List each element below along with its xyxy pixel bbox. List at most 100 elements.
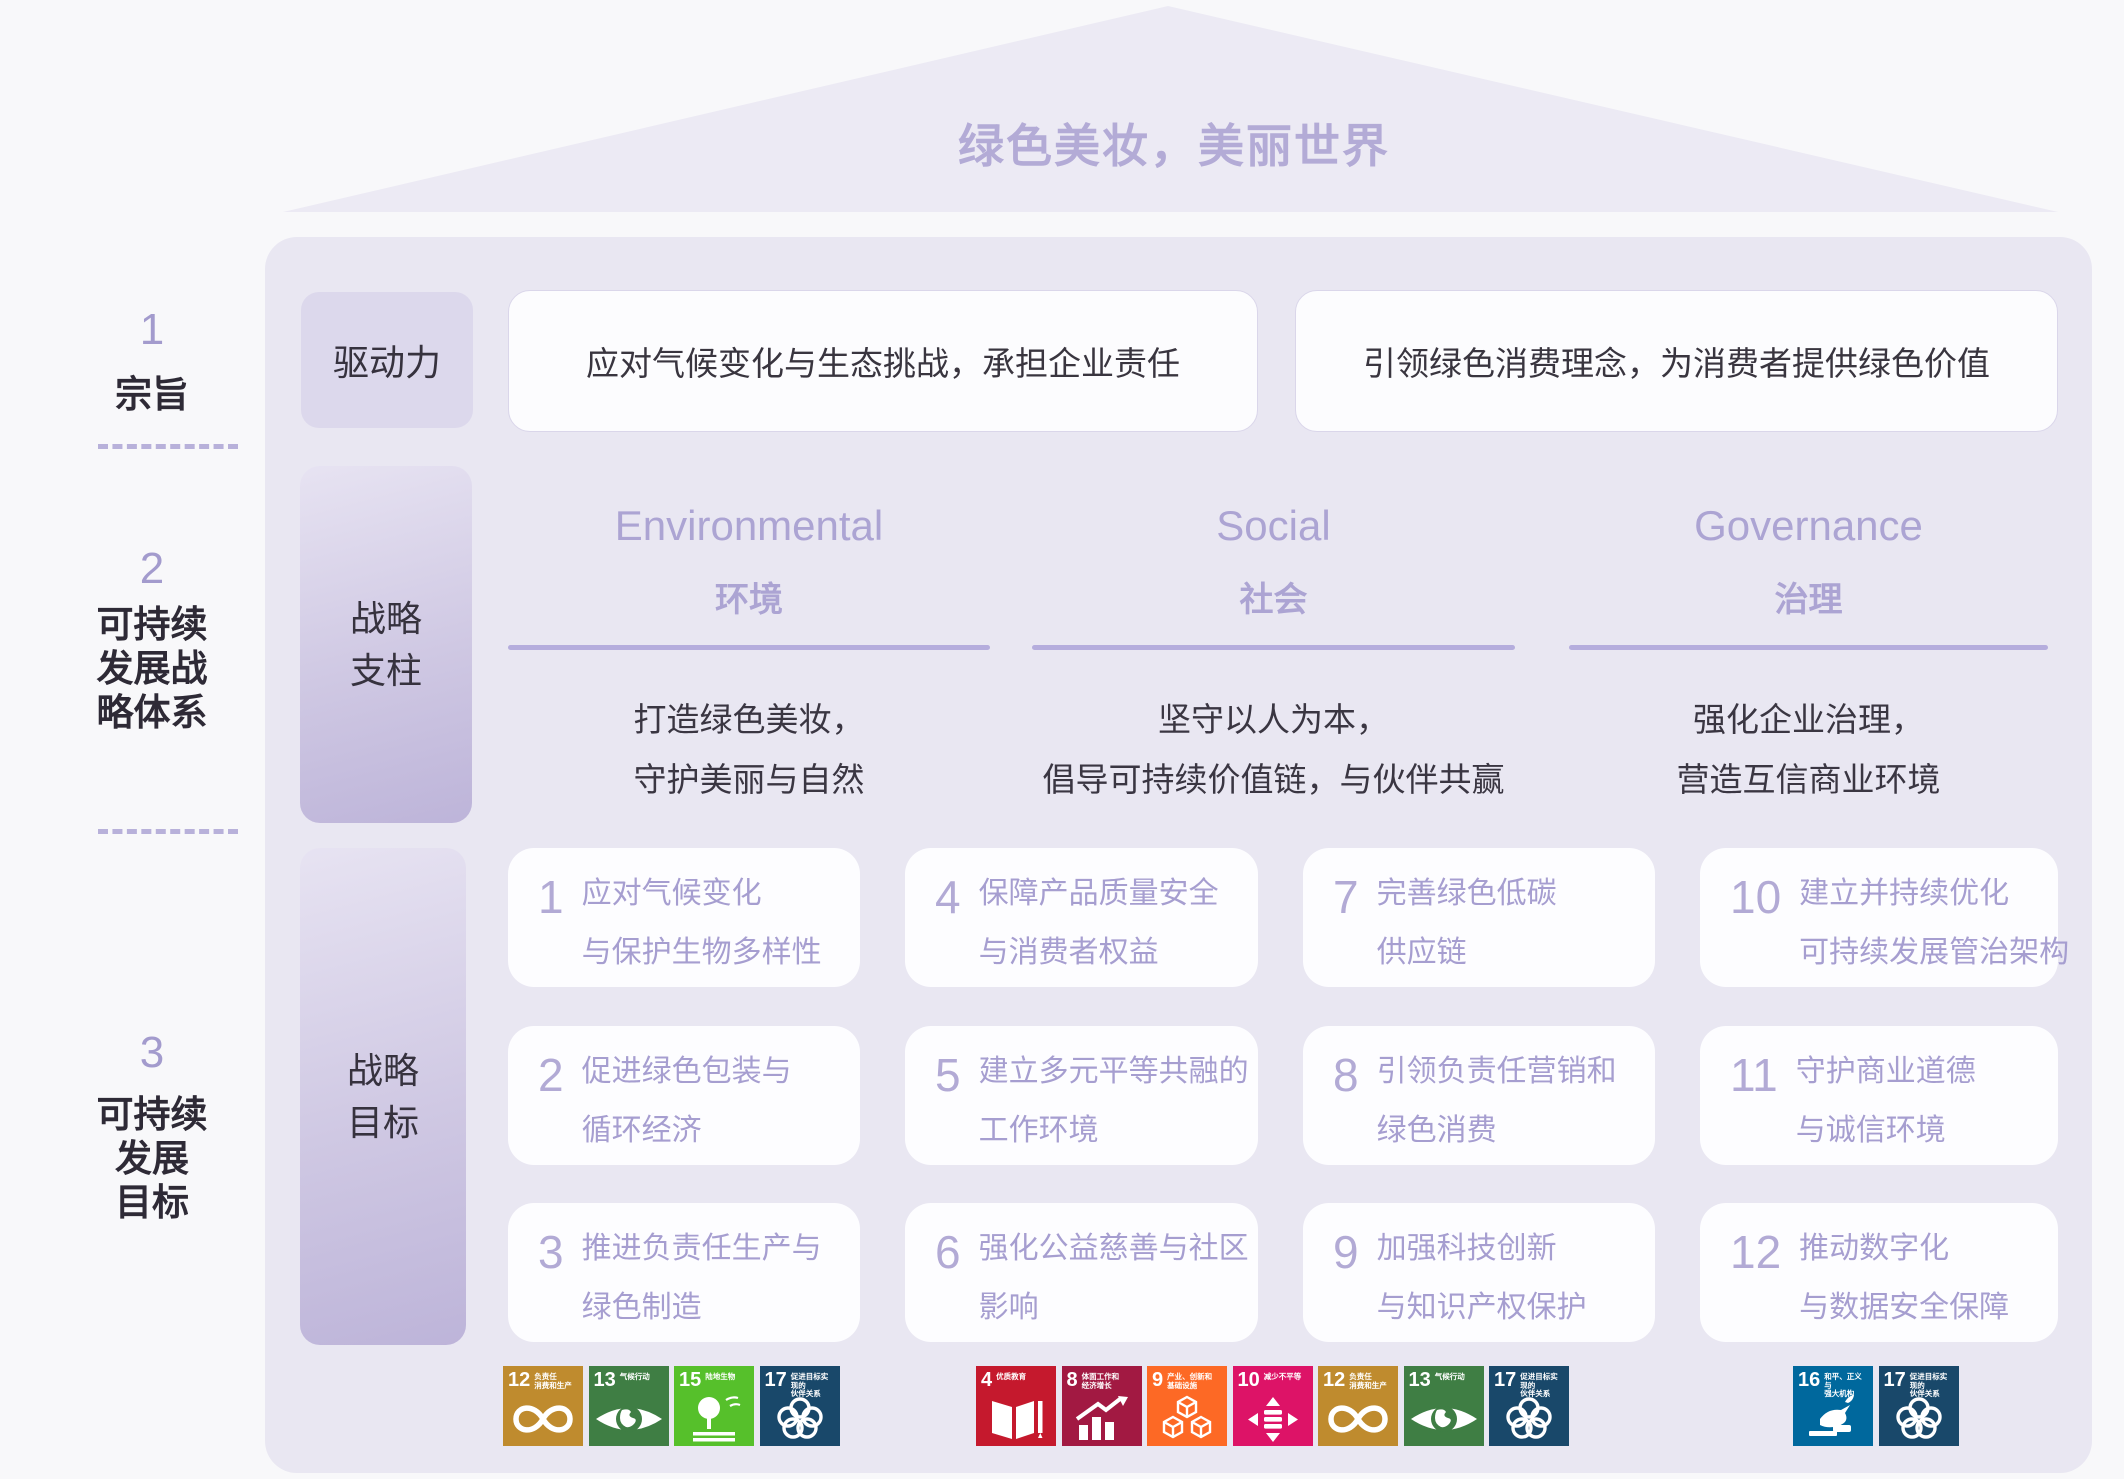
pillar-underline xyxy=(1032,645,1515,650)
sdg-number: 12 xyxy=(508,1369,531,1391)
main-panel: 驱动力 应对气候变化与生态挑战，承担企业责任 引领绿色消费理念，为消费者提供绿色… xyxy=(265,237,2092,1473)
goal-card-1: 1 应对气候变化 与保护生物多样性 xyxy=(508,848,860,987)
rail-label-purpose: 宗旨 xyxy=(115,374,189,415)
goals-label-box: 战略 目标 xyxy=(300,848,466,1345)
sdg-tile-9: 9 产业、创新和 基础设施 xyxy=(1147,1366,1227,1446)
goal-number: 11 xyxy=(1730,1048,1778,1101)
goal-number: 4 xyxy=(935,871,961,923)
driver-label-box: 驱动力 xyxy=(301,292,473,428)
goal-number: 6 xyxy=(935,1226,961,1278)
goal-number: 10 xyxy=(1730,871,1782,923)
cubes-icon xyxy=(1147,1395,1227,1443)
goal-number: 2 xyxy=(538,1048,564,1101)
goal-card-11: 11 守护商业道德 与诚信环境 xyxy=(1700,1025,2058,1165)
rail-number-1: 1 xyxy=(139,305,165,354)
sdg-label: 负责任 消费和生产 xyxy=(1349,1372,1387,1390)
book-icon xyxy=(976,1395,1056,1443)
sdg-label: 优质教育 xyxy=(996,1372,1027,1381)
sdg-number: 4 xyxy=(981,1369,993,1391)
pillar-underline xyxy=(1569,645,2048,650)
sdg-label: 促进目标实现的 伙伴关系 xyxy=(1909,1372,1948,1398)
sdg-tile-15: 15 陆地生物 xyxy=(674,1366,754,1446)
goal-number: 7 xyxy=(1333,871,1359,923)
goal-card-5: 5 建立多元平等共融的 工作环境 xyxy=(905,1025,1258,1165)
sdg-label: 陆地生物 xyxy=(705,1372,736,1381)
pillar-underline xyxy=(508,645,990,650)
rings-icon xyxy=(760,1395,840,1443)
goal-card-6: 6 强化公益慈善与社区 影响 xyxy=(905,1203,1258,1342)
pillar-description: 强化企业治理， 营造互信商业环境 xyxy=(1676,700,1941,798)
sdg-label: 负责任 消费和生产 xyxy=(534,1372,572,1390)
sdg-tile-4: 4 优质教育 xyxy=(976,1366,1056,1446)
sdg-number: 17 xyxy=(1494,1369,1517,1391)
goal-card-2: 2 促进绿色包装与 循环经济 xyxy=(508,1025,860,1165)
pillar-en-title: Environmental xyxy=(614,502,884,549)
goal-number: 3 xyxy=(538,1226,564,1278)
pillar-zh-title: 社会 xyxy=(1239,581,1308,619)
sdg-number: 13 xyxy=(593,1369,616,1391)
pillar-social: Social 社会 坚守以人为本， 倡导可持续价值链，与伙伴共赢 xyxy=(1032,466,1515,823)
sdg-label: 气候行动 xyxy=(1434,1372,1465,1381)
dove-gavel-icon xyxy=(1793,1395,1873,1443)
sdg-label: 气候行动 xyxy=(619,1372,650,1381)
sdg-group-environmental: 12 负责任 消费和生产 13 气候行动 15 陆地生物 17 促进目标实现的 伙伴关系 xyxy=(503,1366,840,1446)
driver-card-1: 应对气候变化与生态挑战，承担企业责任 xyxy=(508,290,1258,432)
goals-grid: 1 应对气候变化 与保护生物多样性 4 保障产品质量安全 与消费者权益 7 完善绿色… xyxy=(508,848,2069,1342)
goal-card-8: 8 引领负责任营销和 绿色消费 xyxy=(1303,1025,1655,1165)
equality-icon xyxy=(1233,1395,1313,1443)
sdg-tile-8: 8 体面工作和 经济增长 xyxy=(1061,1366,1142,1446)
sdg-label: 体面工作和 经济增长 xyxy=(1081,1372,1120,1390)
roof-shape xyxy=(283,6,2058,212)
goal-card-4: 4 保障产品质量安全 与消费者权益 xyxy=(905,848,1258,987)
rings-icon xyxy=(1879,1395,1959,1443)
goal-card-7: 7 完善绿色低碳 供应链 xyxy=(1303,848,1655,987)
sdg-number: 16 xyxy=(1798,1369,1821,1391)
rail-divider xyxy=(98,444,238,449)
sdg-number: 17 xyxy=(764,1369,787,1391)
sdg-tile-13: 13 气候行动 xyxy=(588,1366,669,1446)
goal-number: 1 xyxy=(538,871,564,923)
sdg-tile-17: 17 促进目标实现的 伙伴关系 xyxy=(1489,1366,1569,1446)
goal-number: 5 xyxy=(935,1048,961,1101)
goal-card-10: 10 建立并持续优化 可持续发展管治架构 xyxy=(1700,848,2069,987)
rail-divider xyxy=(98,829,238,834)
sdg-tile-12: 12 负责任 消费和生产 xyxy=(1318,1366,1398,1446)
rings-icon xyxy=(1489,1395,1569,1443)
pillar-governance: Governance 治理 强化企业治理， 营造互信商业环境 xyxy=(1569,466,2048,823)
growth-chart-icon xyxy=(1062,1395,1142,1443)
sdg-number: 17 xyxy=(1883,1369,1906,1391)
sdg-tile-13: 13 气候行动 xyxy=(1403,1366,1484,1446)
sdg-label: 产业、创新和 基础设施 xyxy=(1167,1372,1213,1390)
pillar-environmental: Environmental 环境 打造绿色美妆， 守护美丽与自然 xyxy=(508,466,990,823)
rail-label-sdg-goals: 可持续 发展 目标 xyxy=(96,1094,208,1223)
sdg-label: 和平、正义与 强大机构 xyxy=(1824,1372,1862,1398)
sdg-label: 促进目标实现的 伙伴关系 xyxy=(790,1372,829,1398)
page-title: 绿色美妆，美丽世界 xyxy=(958,120,1390,172)
tree-icon xyxy=(674,1395,754,1443)
pillar-en-title: Governance xyxy=(1694,502,1923,549)
sdg-label: 促进目标实现的 伙伴关系 xyxy=(1520,1372,1558,1398)
pillar-description: 坚守以人为本， 倡导可持续价值链，与伙伴共赢 xyxy=(1042,700,1505,798)
pillar-zh-title: 治理 xyxy=(1774,581,1843,619)
sdg-number: 12 xyxy=(1323,1369,1346,1391)
sdg-group-governance: 16 和平、正义与 强大机构 17 促进目标实现的 伙伴关系 xyxy=(1793,1366,1959,1446)
sdg-tile-17: 17 促进目标实现的 伙伴关系 xyxy=(759,1366,840,1446)
sdg-tile-16: 16 和平、正义与 强大机构 xyxy=(1793,1366,1873,1446)
sdg-number: 9 xyxy=(1152,1369,1164,1391)
rail-number-2: 2 xyxy=(139,544,165,593)
infinity-loop-icon xyxy=(1318,1395,1398,1443)
pillar-description: 打造绿色美妆， 守护美丽与自然 xyxy=(633,700,865,798)
pillar-en-title: Social xyxy=(1216,502,1331,549)
sdg-label: 减少不平等 xyxy=(1263,1372,1302,1381)
sdg-number: 15 xyxy=(679,1369,702,1391)
goal-number: 9 xyxy=(1333,1226,1359,1278)
eye-globe-icon xyxy=(589,1395,669,1443)
goal-number: 12 xyxy=(1730,1226,1782,1278)
sdg-number: 8 xyxy=(1066,1369,1078,1391)
rail-label-strategy-system: 可持续 发展战 略体系 xyxy=(96,604,208,733)
infinity-loop-icon xyxy=(503,1395,583,1443)
pillar-zh-title: 环境 xyxy=(715,581,783,619)
sdg-number: 10 xyxy=(1237,1369,1260,1391)
goal-number: 8 xyxy=(1333,1048,1359,1101)
